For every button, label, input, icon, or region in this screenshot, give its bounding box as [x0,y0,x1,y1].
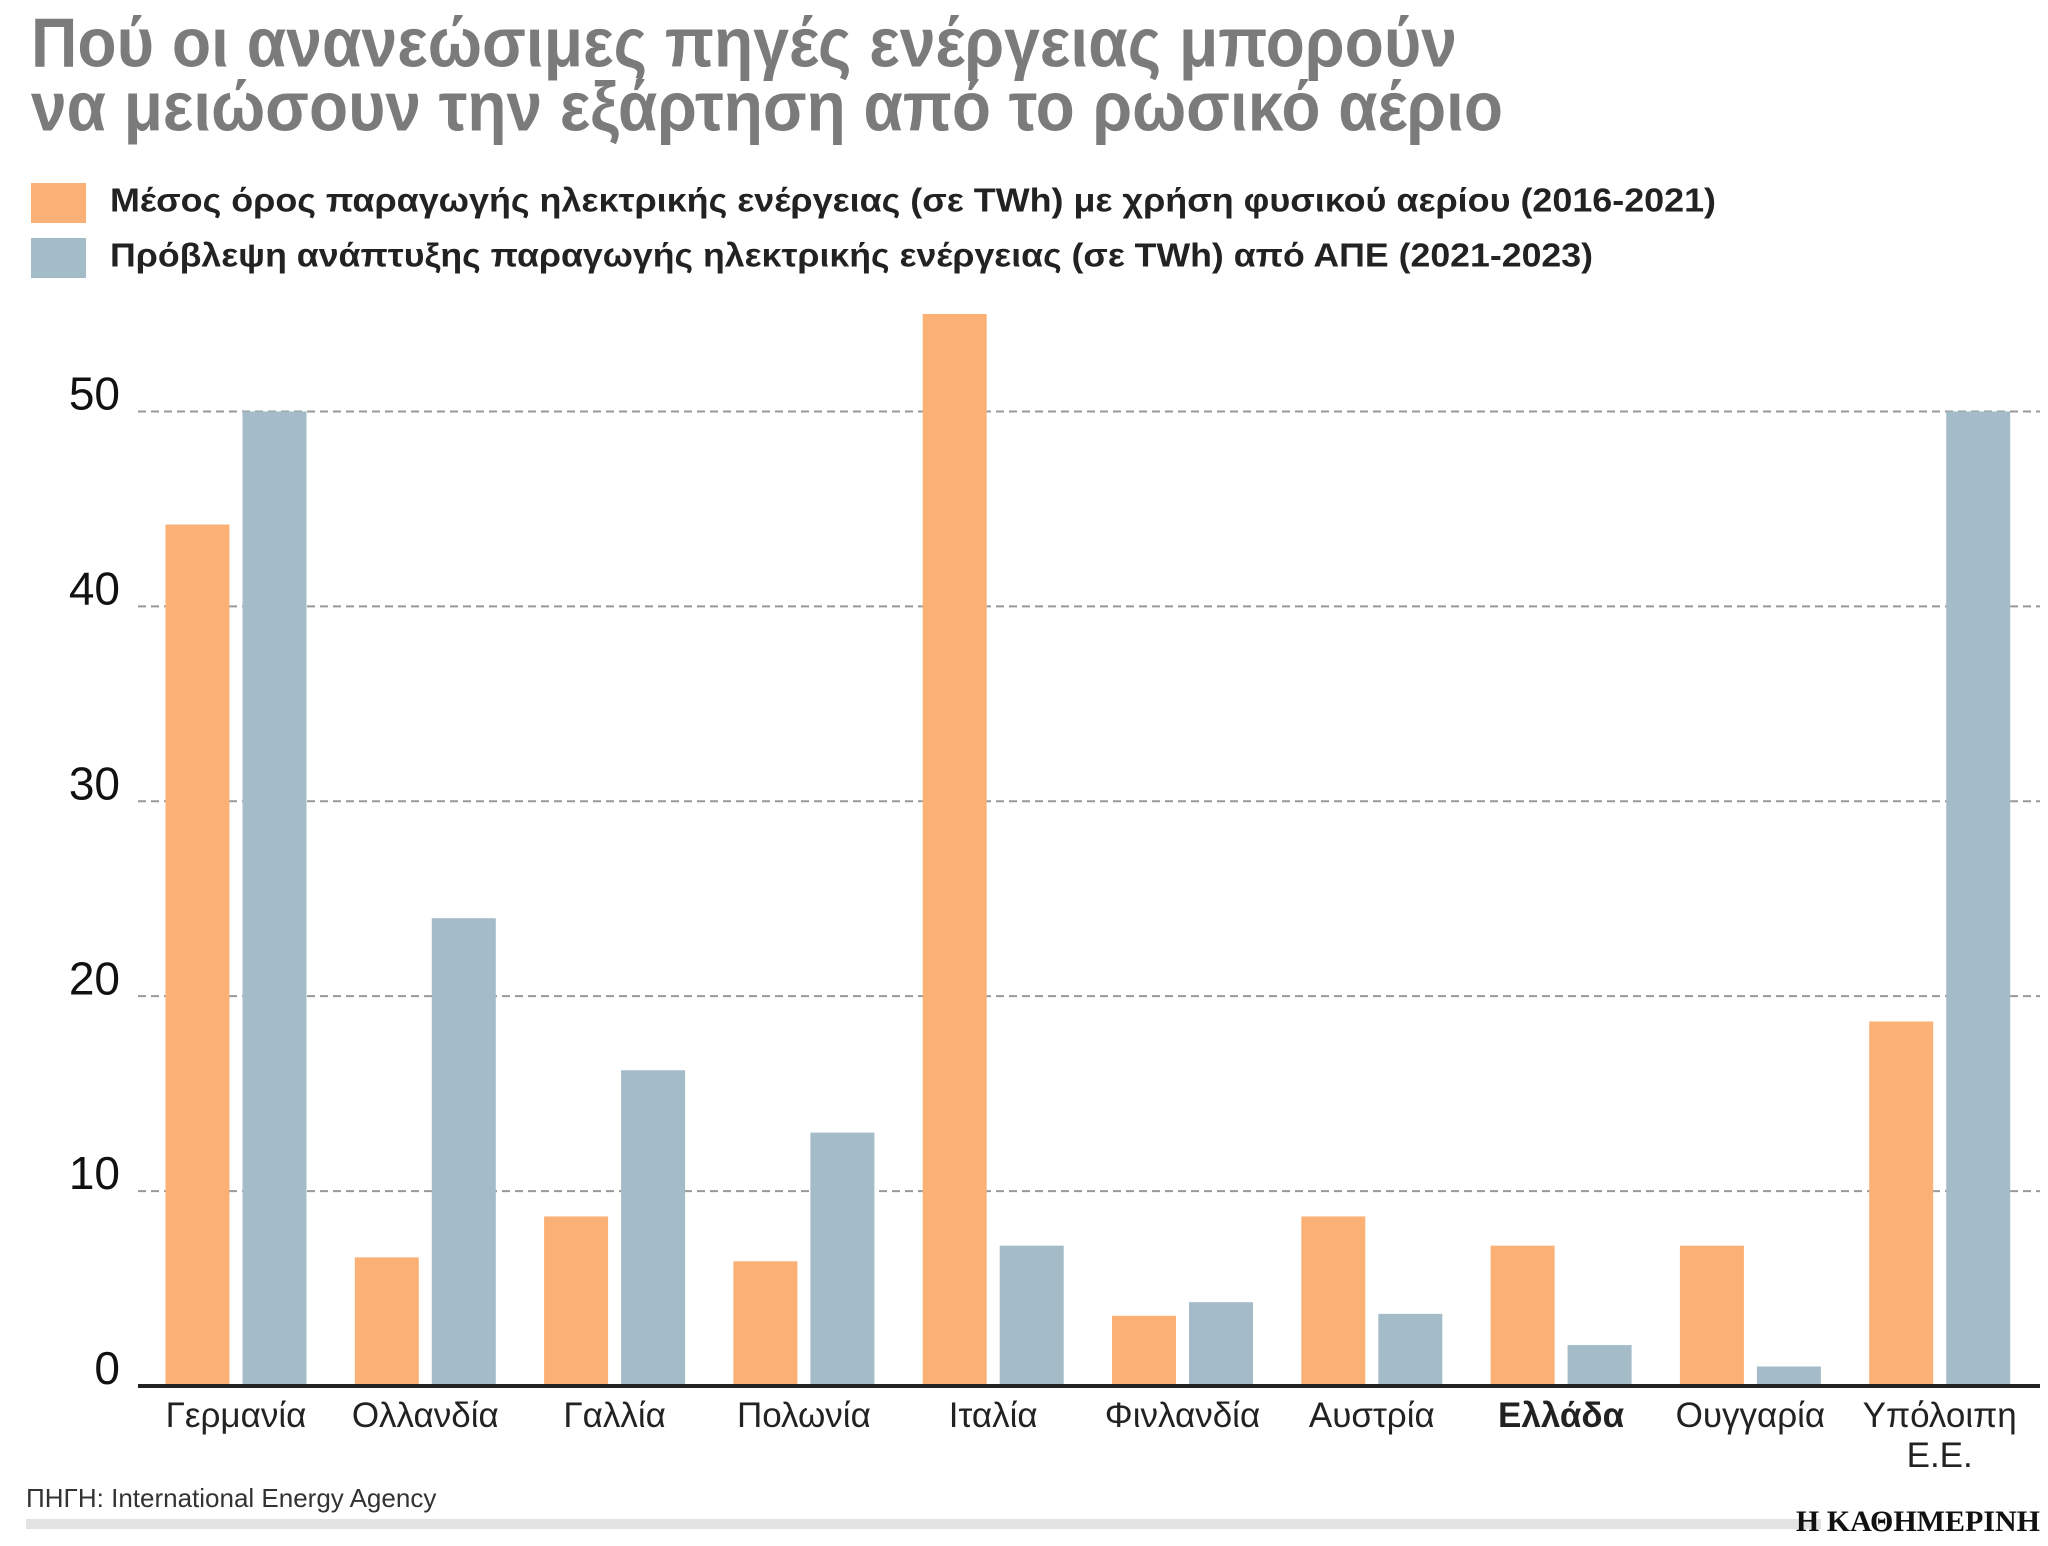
bar [1112,1315,1176,1386]
brand: Η ΚΑΘΗΜΕΡΙΝΗ [1796,1505,2040,1538]
chart-title: Πού οι ανανεώσιμες πηγές ενέργειας μπορο… [31,3,1457,81]
x-tick-label: Αυστρία [1308,1396,1435,1435]
y-tick-label: 50 [69,368,120,420]
footer-bar [26,1519,1821,1529]
bar [1946,411,2011,1386]
bar [1189,1302,1253,1386]
bar [1567,1345,1632,1386]
y-tick-label: 10 [69,1147,120,1199]
x-tick-label: Ολλανδία [351,1396,499,1435]
bar [1378,1313,1443,1386]
y-tick-label: 40 [69,563,120,615]
bar [733,1261,798,1386]
bar [1301,1216,1366,1386]
bar [922,314,987,1386]
bar [354,1257,419,1386]
bar [544,1216,609,1386]
bar [431,918,496,1386]
x-tick-label: Γερμανία [165,1396,307,1435]
legend-label: Πρόβλεψη ανάπτυξης παραγωγής ηλεκτρικής … [110,237,1593,274]
bar [1679,1245,1744,1386]
y-tick-label: 0 [94,1342,120,1394]
x-tick-label: Πολωνία [736,1396,871,1435]
bar [242,411,307,1386]
chart-title: να μειώσουν την εξάρτηση από το ρωσικό α… [31,67,1503,145]
bar [1869,1021,1934,1386]
y-tick-label: 20 [69,952,120,1004]
bar [810,1132,875,1386]
bar [165,524,230,1386]
x-tick-label: Ουγγαρία [1675,1396,1826,1435]
x-tick-label: Ιταλία [948,1396,1038,1435]
x-tick-label: Γαλλία [563,1396,666,1435]
legend-swatch [31,183,86,223]
legend-label: Μέσος όρος παραγωγής ηλεκτρικής ενέργεια… [110,182,1716,219]
bar [621,1070,686,1386]
x-tick-label: Ελλάδα [1498,1396,1625,1435]
y-tick-label: 30 [69,757,120,809]
x-tick-label: Υπόλοιπη Ε.Ε. [1862,1396,2017,1475]
bar [999,1245,1064,1386]
bar [1756,1366,1821,1386]
legend-swatch [31,238,86,278]
x-tick-label: Φινλανδία [1104,1396,1261,1435]
source: ΠΗΓΗ: International Energy Agency [26,1483,436,1513]
bar [1490,1245,1555,1386]
